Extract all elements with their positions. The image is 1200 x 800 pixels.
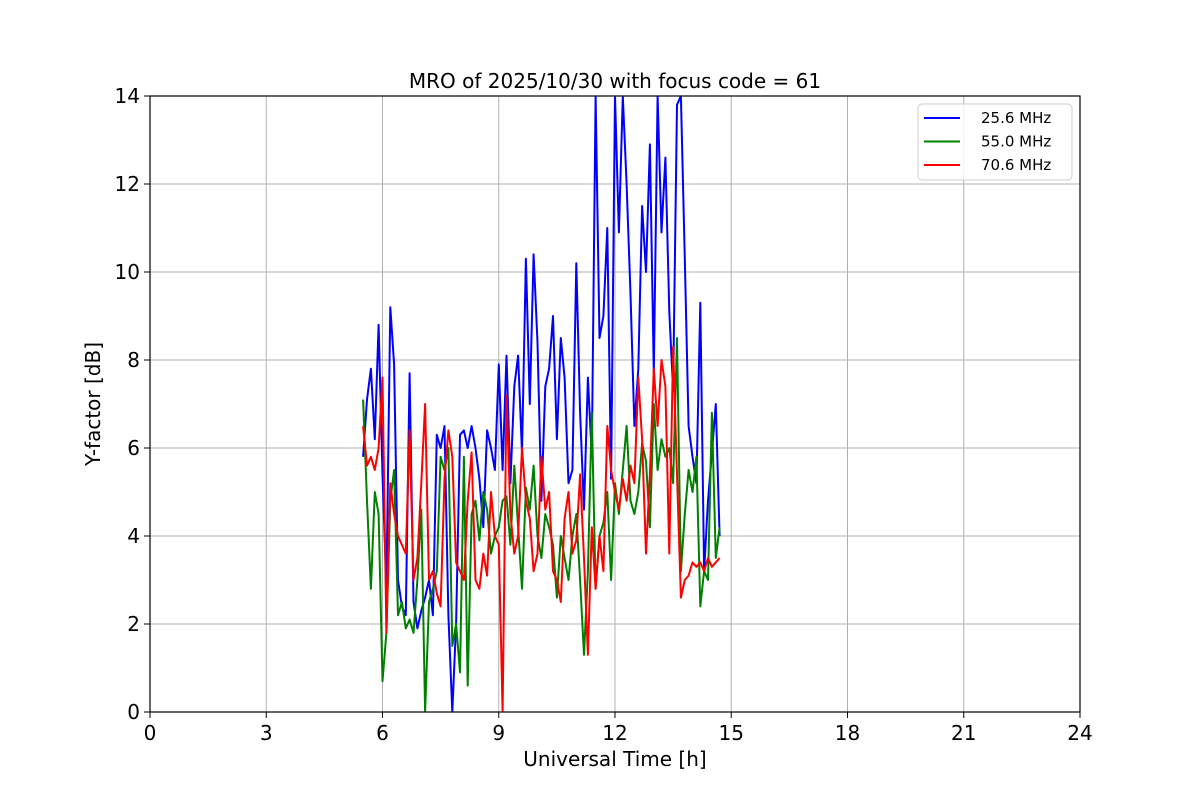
legend-box [917,103,1073,181]
series-lines [362,96,721,712]
y-axis-label: Y-factor [dB] [81,342,105,467]
series-line-55-0-mhz [362,337,721,712]
y-tick-label: 2 [127,612,140,636]
x-axis-ticks: 0 3 6 9 12 15 18 21 24 [144,712,1093,745]
x-tick-label: 24 [1067,721,1092,745]
series-line-70-6-mhz [362,345,721,712]
legend-label-70-6-mhz: 70.6 MHz [981,156,1051,174]
x-tick-label: 18 [835,721,860,745]
legend-label-25-6-mhz: 25.6 MHz [981,109,1051,127]
x-tick-label: 21 [951,721,976,745]
y-tick-label: 10 [115,260,140,284]
x-tick-label: 6 [376,721,389,745]
y-tick-label: 14 [115,84,140,108]
y-tick-label: 12 [115,172,140,196]
y-tick-label: 8 [127,348,140,372]
y-tick-label: 6 [127,436,140,460]
x-axis-label: Universal Time [h] [523,747,706,771]
x-tick-label: 9 [492,721,505,745]
x-tick-label: 12 [602,721,627,745]
x-tick-label: 15 [719,721,744,745]
chart-title: MRO of 2025/10/30 with focus code = 61 [409,69,821,93]
x-tick-label: 0 [144,721,157,745]
legend: 25.6 MHz 55.0 MHz 70.6 MHz [917,103,1073,181]
legend-label-55-0-mhz: 55.0 MHz [981,133,1051,151]
y-tick-label: 4 [127,524,140,548]
y-axis-ticks: 0 2 4 6 8 10 12 14 [115,84,150,724]
y-tick-label: 0 [127,700,140,724]
x-tick-label: 3 [260,721,273,745]
